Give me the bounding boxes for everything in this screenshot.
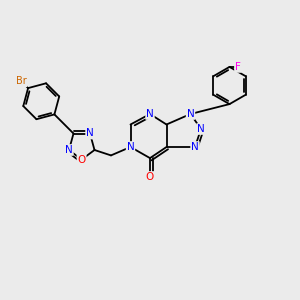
Text: O: O (146, 172, 154, 182)
Text: N: N (187, 109, 194, 119)
Text: O: O (77, 154, 86, 165)
Text: Br: Br (16, 76, 27, 86)
Text: F: F (235, 62, 241, 72)
Text: N: N (65, 145, 73, 155)
Text: N: N (191, 142, 199, 152)
Text: N: N (127, 142, 134, 152)
Text: N: N (86, 128, 94, 139)
Text: N: N (146, 109, 154, 119)
Text: N: N (197, 124, 205, 134)
